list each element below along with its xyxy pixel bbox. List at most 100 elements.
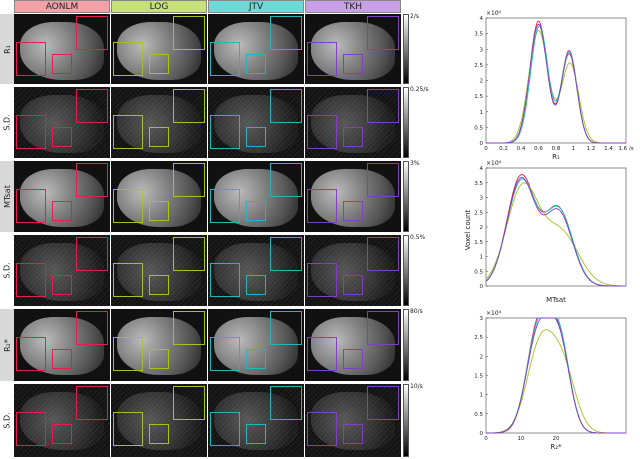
zoom-box [270,237,302,271]
row-label: MTsat [0,161,14,232]
zoom-box [76,237,108,271]
x-axis-label: MTsat [546,296,566,304]
x-tick-label: 0.4 [517,146,526,152]
zoom-box [113,337,143,371]
zoom-box [210,115,240,149]
zoom-box [173,311,205,345]
zoom-box [246,349,266,369]
histogram-charts: ×10⁴ 0 0.5 1 1.5 2 2.5 3 3.5 4 0 0.2 0.4 0.6 0.8 1 1.2 1.… [464,10,634,451]
y-tick-label: 0 [480,431,484,437]
plot-frame [485,167,627,287]
x-tick-label: 0.2 [499,146,508,152]
zoom-box [149,54,169,74]
histogram-series-line [486,329,626,434]
zoom-box [52,349,72,369]
brain-map-panel [208,235,304,306]
zoom-box [113,42,143,76]
y-tick-label: 2 [480,354,484,360]
histogram-series-line [485,174,626,287]
zoom-box [76,386,108,420]
zoom-box [270,311,302,345]
zoom-box [52,275,72,295]
zoom-box [307,42,337,76]
zoom-box [149,349,169,369]
zoom-box [343,349,363,369]
brain-map-panel [111,87,207,158]
zoom-box [210,42,240,76]
brain-map-panel [305,235,401,306]
histogram-series-line [486,317,626,434]
y-tick-label: 3.5 [474,181,483,187]
histogram-series-line [485,177,626,287]
histogram-series-line [485,182,626,287]
brain-tissue [311,243,395,301]
y-tick-label: 0 [480,141,484,147]
brain-tissue [311,22,395,80]
brain-tissue [117,317,201,375]
zoom-box [367,237,399,271]
histogram-series-line [486,20,626,144]
brain-map-panel [111,384,207,457]
brain-map-panel [14,87,110,158]
y-tick-label: 3 [480,47,484,53]
brain-map-panel [208,161,304,232]
brain-tissue [214,317,298,375]
brain-map-panel [111,235,207,306]
y-tick-label: 0.5 [474,125,483,131]
y-tick-label: 1.5 [474,94,483,100]
row-label: S.D. [0,87,14,158]
zoom-box [76,16,108,50]
brain-tissue [214,22,298,80]
y-exponent: ×10⁴ [486,160,502,167]
zoom-box [367,16,399,50]
zoom-box [76,89,108,123]
brain-map-panel [208,384,304,457]
brain-tissue [214,392,298,450]
zoom-box [246,201,266,221]
brain-tissue [214,243,298,301]
y-exponent: ×10⁴ [486,310,502,317]
zoom-box [173,16,205,50]
histogram-series-line [485,178,626,287]
x-tick-label: 0.8 [552,146,561,152]
colorbar [403,161,409,232]
brain-tissue [117,392,201,450]
brain-tissue [20,22,104,80]
zoom-box [367,89,399,123]
brain-tissue [311,392,395,450]
shared-y-axis-label: Voxel count [464,210,472,251]
y-tick-label: 3 [480,316,484,322]
zoom-box [113,412,143,446]
y-exponent: ×10⁴ [486,10,502,17]
brain-tissue [117,22,201,80]
histogram-series-line [486,317,626,434]
brain-map-panel [14,235,110,306]
y-tick-label: 1.5 [474,240,483,246]
colorbar-max-label: 3% [410,160,420,167]
y-tick-label: 1 [480,393,484,399]
colorbar [403,309,409,381]
zoom-box [16,263,46,297]
zoom-box [16,42,46,76]
zoom-box [343,127,363,147]
brain-map-panel [111,309,207,381]
y-tick-label: 0.5 [474,412,483,418]
brain-tissue [117,95,201,153]
y-tick-label: 3 [480,196,484,202]
brain-map-panel [208,309,304,381]
column-header-tkh: TKH [305,0,401,13]
row-label: R₂* [0,309,14,381]
y-tick-label: 2.5 [474,335,483,341]
histogram-series-line [486,23,626,144]
zoom-box [173,163,205,197]
x-axis-label: R₂* [550,443,562,451]
x-tick-label: 0 [484,146,488,152]
x-tick-label: 20 [553,436,560,442]
zoom-box [307,189,337,223]
zoom-box [113,115,143,149]
zoom-box [210,337,240,371]
x-tick-label: 0.6 [534,146,543,152]
x-tick-label: 1.4 [604,146,613,152]
brain-map-panel [305,309,401,381]
brain-map-panel [208,14,304,84]
